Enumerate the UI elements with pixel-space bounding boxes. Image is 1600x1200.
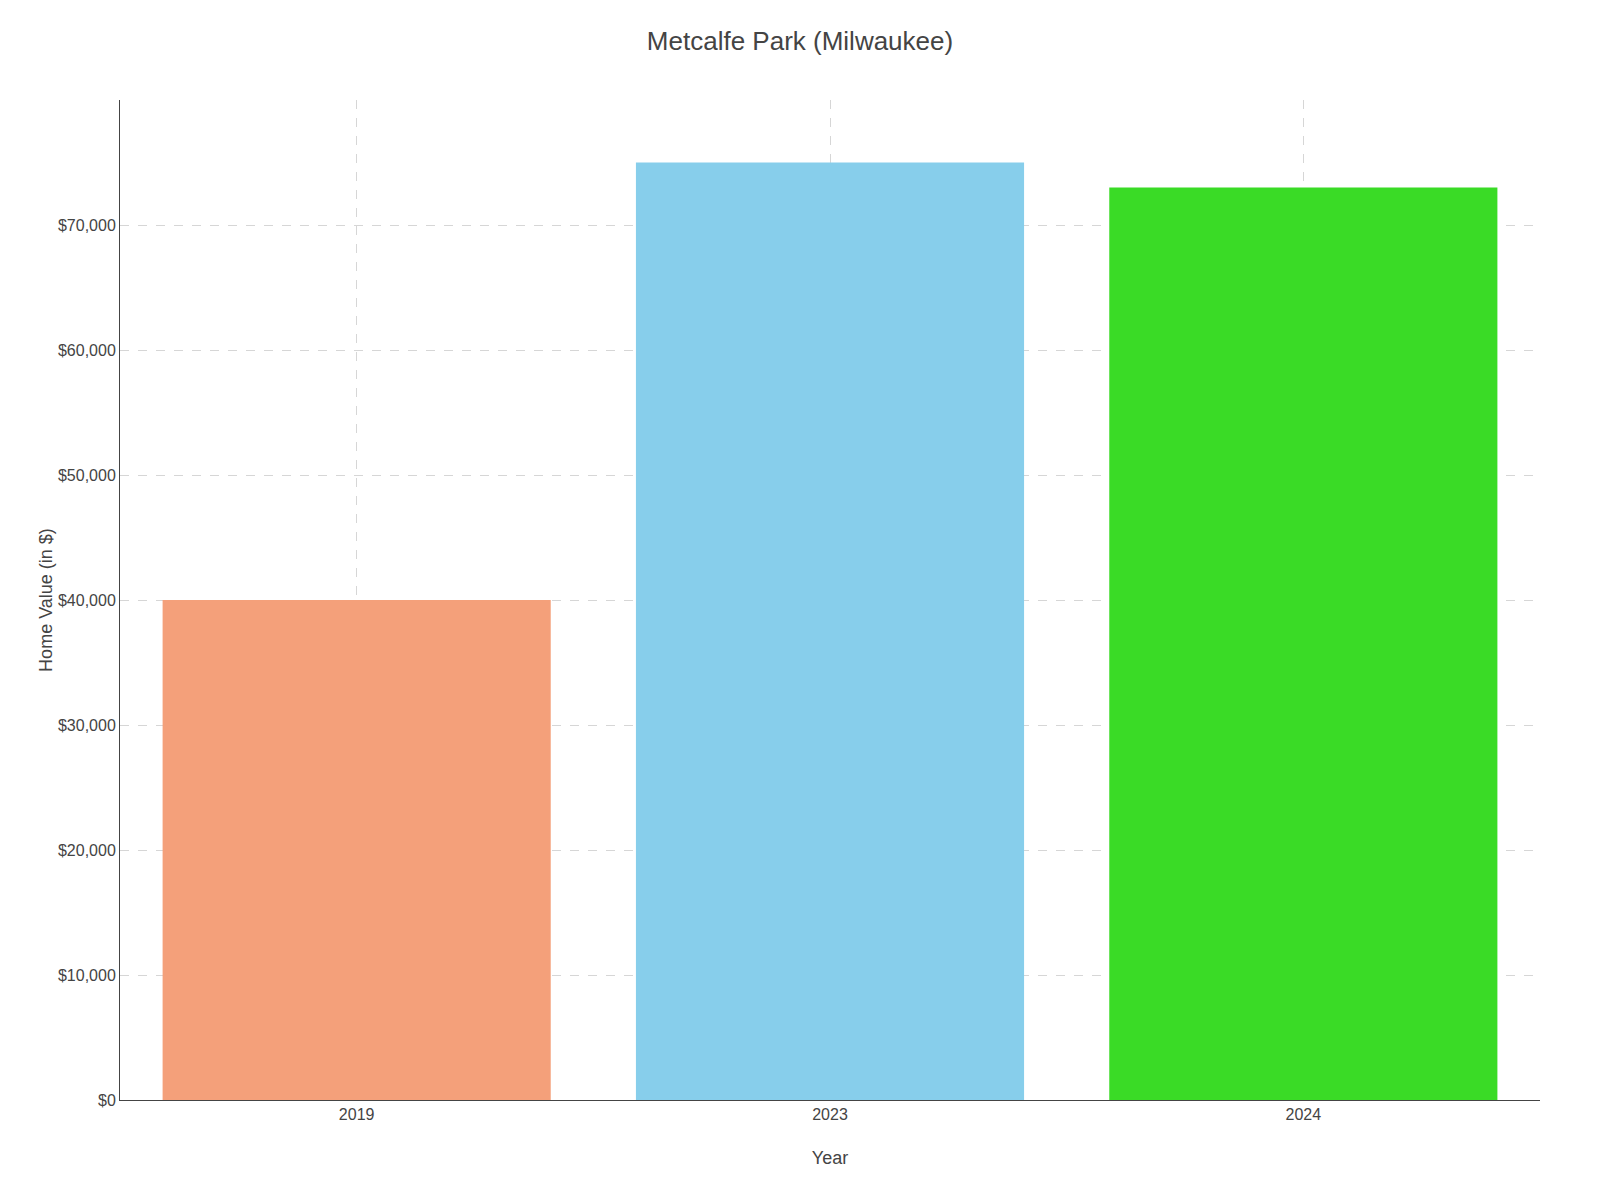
svg-text:2024: 2024 — [1286, 1106, 1322, 1123]
svg-text:$50,000: $50,000 — [58, 467, 116, 484]
svg-text:$10,000: $10,000 — [58, 967, 116, 984]
svg-text:Year: Year — [812, 1148, 848, 1168]
svg-text:$20,000: $20,000 — [58, 842, 116, 859]
svg-text:$0: $0 — [98, 1092, 116, 1109]
svg-text:2023: 2023 — [812, 1106, 848, 1123]
svg-text:$70,000: $70,000 — [58, 217, 116, 234]
svg-text:Metcalfe Park (Milwaukee): Metcalfe Park (Milwaukee) — [647, 26, 953, 56]
svg-text:Home Value (in $): Home Value (in $) — [36, 528, 56, 672]
svg-text:$30,000: $30,000 — [58, 717, 116, 734]
svg-text:$60,000: $60,000 — [58, 342, 116, 359]
svg-text:$40,000: $40,000 — [58, 592, 116, 609]
svg-text:2019: 2019 — [339, 1106, 375, 1123]
